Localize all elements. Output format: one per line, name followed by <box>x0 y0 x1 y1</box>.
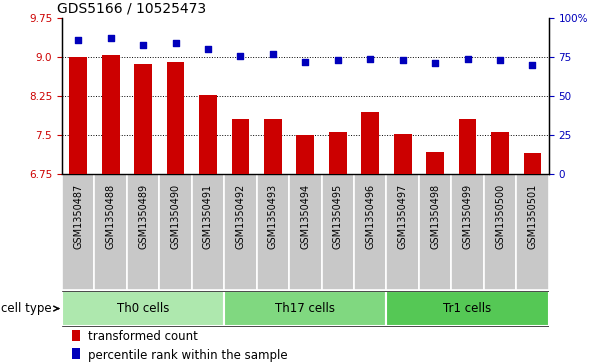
Bar <box>224 174 257 290</box>
Bar <box>419 174 451 290</box>
Bar <box>127 174 159 290</box>
Bar <box>386 174 419 290</box>
Point <box>73 37 83 43</box>
Bar <box>62 174 94 290</box>
Bar <box>322 174 354 290</box>
Point <box>496 57 505 63</box>
Bar <box>289 174 322 290</box>
Text: GSM1350487: GSM1350487 <box>73 184 83 249</box>
Text: GSM1350493: GSM1350493 <box>268 184 278 249</box>
Bar <box>386 291 549 326</box>
Bar <box>224 291 386 326</box>
Text: GSM1350498: GSM1350498 <box>430 184 440 249</box>
Bar <box>516 174 549 290</box>
Bar <box>101 54 120 174</box>
Text: GSM1350492: GSM1350492 <box>235 184 245 249</box>
Point <box>203 46 213 52</box>
Bar <box>69 57 87 174</box>
Bar <box>72 348 80 359</box>
Text: GDS5166 / 10525473: GDS5166 / 10525473 <box>57 1 206 16</box>
Point <box>138 42 148 48</box>
Text: GSM1350495: GSM1350495 <box>333 184 343 249</box>
Text: percentile rank within the sample: percentile rank within the sample <box>88 348 287 362</box>
Point <box>366 56 375 62</box>
Point <box>301 59 310 65</box>
Bar <box>192 174 224 290</box>
Bar <box>451 174 484 290</box>
Point <box>268 51 277 57</box>
Point <box>463 56 473 62</box>
Text: GSM1350488: GSM1350488 <box>106 184 116 249</box>
Point <box>527 62 537 68</box>
Text: cell type: cell type <box>1 302 58 315</box>
Point <box>106 36 116 41</box>
Text: Th17 cells: Th17 cells <box>276 302 335 315</box>
Text: GSM1350491: GSM1350491 <box>203 184 213 249</box>
Bar <box>458 119 477 174</box>
Text: GSM1350489: GSM1350489 <box>138 184 148 249</box>
Text: Tr1 cells: Tr1 cells <box>444 302 491 315</box>
Bar <box>361 112 379 174</box>
Bar <box>484 174 516 290</box>
Bar <box>264 119 282 174</box>
Text: Th0 cells: Th0 cells <box>117 302 169 315</box>
Bar <box>329 131 347 174</box>
Bar <box>199 95 217 174</box>
Text: GSM1350499: GSM1350499 <box>463 184 473 249</box>
Bar <box>231 119 250 174</box>
Bar <box>426 152 444 174</box>
Text: GSM1350497: GSM1350497 <box>398 184 408 249</box>
Bar <box>94 174 127 290</box>
Bar <box>491 131 509 174</box>
Bar <box>166 62 185 174</box>
Bar <box>296 135 314 174</box>
Point <box>398 57 407 63</box>
Text: GSM1350494: GSM1350494 <box>300 184 310 249</box>
Text: GSM1350496: GSM1350496 <box>365 184 375 249</box>
Bar <box>134 64 152 174</box>
Text: transformed count: transformed count <box>88 330 198 343</box>
Point <box>333 57 342 63</box>
Bar <box>72 330 80 341</box>
Bar <box>523 153 542 174</box>
Text: GSM1350501: GSM1350501 <box>527 184 537 249</box>
Point <box>236 53 245 58</box>
Bar <box>394 134 412 174</box>
Text: GSM1350500: GSM1350500 <box>495 184 505 249</box>
Text: GSM1350490: GSM1350490 <box>171 184 181 249</box>
Bar <box>62 291 224 326</box>
Bar <box>257 174 289 290</box>
Bar <box>159 174 192 290</box>
Point <box>431 61 440 66</box>
Bar <box>354 174 386 290</box>
Point <box>171 40 181 46</box>
